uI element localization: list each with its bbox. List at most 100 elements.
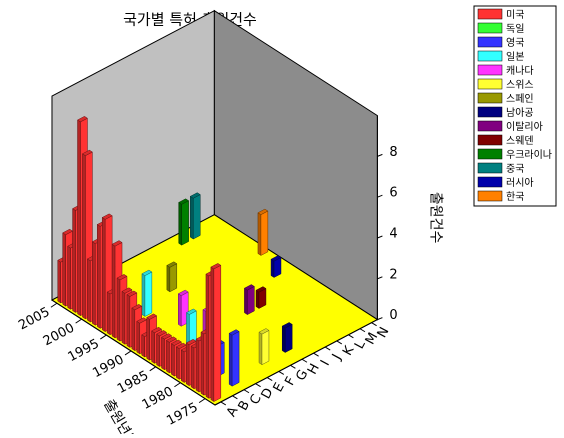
bar [255, 286, 267, 309]
legend-label: 중국 [506, 163, 524, 175]
legend-swatch [477, 50, 503, 62]
bar-side [151, 330, 155, 364]
bar-side [87, 258, 91, 323]
legend-label: 남아공 [506, 107, 534, 119]
bar-top [62, 228, 74, 236]
bar [185, 308, 197, 346]
bar-side [116, 277, 121, 342]
bar-top [111, 240, 123, 247]
bar [281, 322, 293, 353]
z-tick-label: 2 [389, 267, 397, 282]
z-tick [377, 194, 383, 198]
bar-side [92, 241, 96, 326]
bar [228, 329, 240, 387]
legend-label: 러시아 [506, 177, 534, 189]
z-tick [377, 153, 383, 157]
bar-side [185, 342, 190, 387]
bar-side [190, 345, 195, 390]
bar-side [156, 333, 160, 368]
year-tick [124, 350, 132, 356]
legend-swatch [477, 78, 503, 90]
legend-box [473, 5, 557, 207]
bar-top [131, 304, 143, 311]
bar [111, 240, 123, 339]
bar-top [151, 326, 163, 334]
bar-side [82, 153, 86, 320]
country-tick [243, 389, 250, 394]
bar-top [177, 289, 189, 296]
bar-side [171, 343, 175, 377]
bar-side [186, 312, 190, 346]
bar-front [261, 330, 270, 366]
bar-top [185, 308, 197, 315]
country-tick [220, 401, 227, 406]
country-tick [266, 377, 273, 381]
bar-side [200, 331, 205, 396]
legend-label: 캐나다 [506, 65, 534, 77]
bar-side [126, 294, 131, 348]
legend-label: 미국 [506, 9, 524, 21]
country-tick [301, 358, 308, 363]
bar-top [270, 255, 282, 262]
year-tick-label: 1990 [90, 352, 126, 381]
bar-side [181, 349, 185, 383]
country-tick-label: J [329, 352, 345, 363]
bar-front [247, 286, 255, 316]
bar [178, 198, 190, 246]
bar-side [141, 273, 146, 317]
bar-top [170, 339, 182, 346]
bar-side [72, 208, 76, 313]
bar-top [175, 342, 187, 349]
country-tick [290, 364, 296, 369]
legend-swatch [477, 120, 503, 132]
z-tick-label: 0 [389, 308, 397, 323]
bar-side [195, 338, 200, 393]
country-tick [371, 322, 377, 327]
bar-side [97, 224, 101, 329]
z-tick-label: 8 [389, 145, 397, 160]
bar [189, 192, 201, 240]
legend-swatch [477, 134, 503, 146]
bar-top [126, 290, 138, 297]
bar [243, 284, 255, 316]
bar-top [141, 269, 153, 276]
z-tick-label: 4 [389, 227, 397, 242]
legend-label: 일본 [506, 51, 524, 63]
bar-front [169, 263, 178, 293]
bar-front [231, 331, 240, 387]
bar-side [257, 212, 262, 256]
year-tick [198, 398, 206, 404]
bar-front [193, 194, 201, 240]
z-tick-label: 6 [389, 186, 397, 201]
year-tick [174, 382, 181, 388]
year-axis-title: 출원년도 [100, 397, 140, 434]
bar-top [178, 198, 190, 205]
year-tick-label: 1980 [140, 384, 176, 413]
bar-side [161, 336, 165, 371]
bar-front [260, 210, 269, 256]
bar-side [210, 266, 215, 403]
bar-top [81, 149, 93, 156]
year-tick-label: 2000 [41, 321, 77, 350]
bar-top [156, 330, 167, 337]
bar-front [144, 271, 153, 317]
bar-top [166, 261, 178, 268]
bar [177, 289, 189, 327]
bar [270, 255, 282, 278]
legend-label: 이탈리아 [506, 120, 543, 133]
bar-top [185, 338, 197, 346]
bar-side [111, 243, 116, 339]
bar-top [189, 192, 201, 199]
country-tick [336, 340, 343, 345]
bar [257, 208, 269, 256]
legend-swatch [477, 8, 503, 20]
year-tick [149, 366, 156, 372]
bar-side [255, 289, 260, 309]
bar-top [165, 336, 177, 343]
legend-swatch [477, 162, 503, 174]
bar-top [121, 287, 133, 294]
country-tick [255, 383, 261, 388]
bar-side [190, 195, 194, 240]
z-tick [377, 317, 383, 321]
